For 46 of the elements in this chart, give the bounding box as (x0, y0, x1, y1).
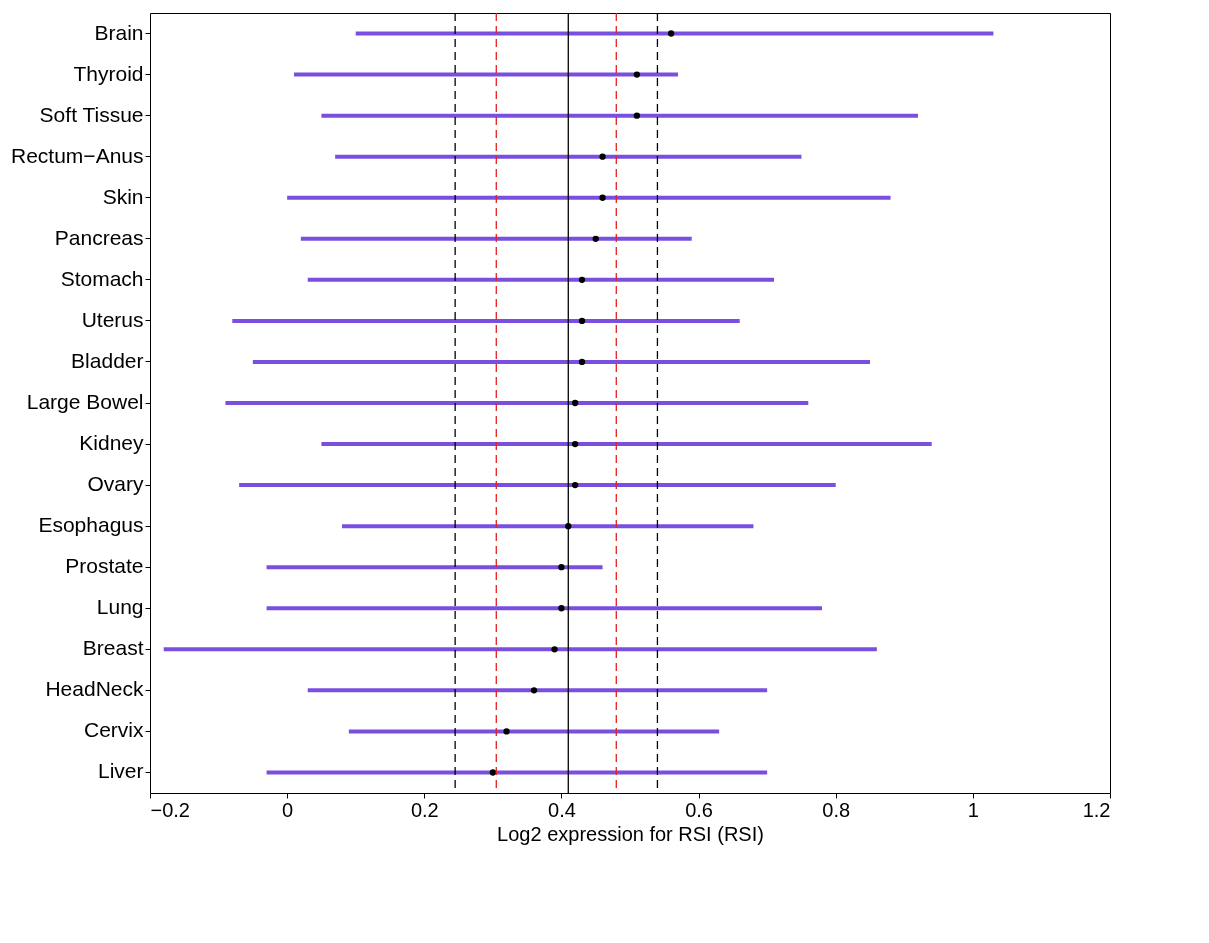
y-tick-label: Brain (94, 20, 144, 44)
y-tick-label: HeadNeck (45, 677, 144, 701)
y-tick-label: Breast (82, 636, 144, 660)
y-tick-label: Pancreas (54, 225, 144, 249)
point (503, 728, 510, 735)
point (571, 399, 579, 407)
x-tick-label: −0.2 (150, 798, 190, 821)
point (633, 71, 641, 78)
point (489, 769, 497, 776)
x-tick-label: 1.2 (1082, 798, 1111, 821)
point (633, 112, 641, 119)
y-tick-label: Large Bowel (26, 390, 144, 413)
point (599, 153, 606, 160)
x-axis-title: Log2 expression for RSI (RSI) (497, 822, 764, 845)
y-tick-label: Cervix (83, 718, 144, 742)
x-tick-label: 0.8 (822, 798, 851, 821)
point (578, 317, 586, 325)
point (578, 358, 586, 366)
point (558, 605, 565, 612)
y-tick-label: Kidney (79, 431, 144, 455)
point (667, 30, 675, 37)
y-tick-label: Esophagus (38, 513, 144, 537)
y-tick-label: Liver (97, 759, 144, 783)
point (551, 646, 558, 653)
y-tick-label: Bladder (71, 348, 144, 372)
point (599, 194, 606, 201)
y-tick-label: Uterus (81, 307, 144, 331)
x-tick-label: 0.2 (410, 798, 439, 821)
point (571, 440, 579, 448)
y-tick-label: Rectum−Anus (11, 143, 144, 167)
point (578, 276, 586, 283)
y-tick-label: Ovary (87, 472, 144, 496)
y-tick-label: Thyroid (73, 61, 144, 85)
point (592, 235, 599, 242)
x-tick-label: 0.4 (548, 798, 576, 821)
y-tick-label: Skin (102, 184, 144, 208)
x-tick-label: 1 (967, 798, 979, 821)
point (571, 481, 579, 489)
x-tick-label: 0 (282, 798, 294, 821)
y-tick-label: Soft Tissue (39, 102, 144, 126)
point (530, 687, 538, 694)
y-tick-label: Stomach (60, 266, 144, 290)
y-tick-label: Lung (96, 595, 144, 619)
y-tick-label: Prostate (65, 554, 144, 578)
point (558, 564, 565, 571)
x-tick-label: 0.6 (685, 798, 713, 821)
